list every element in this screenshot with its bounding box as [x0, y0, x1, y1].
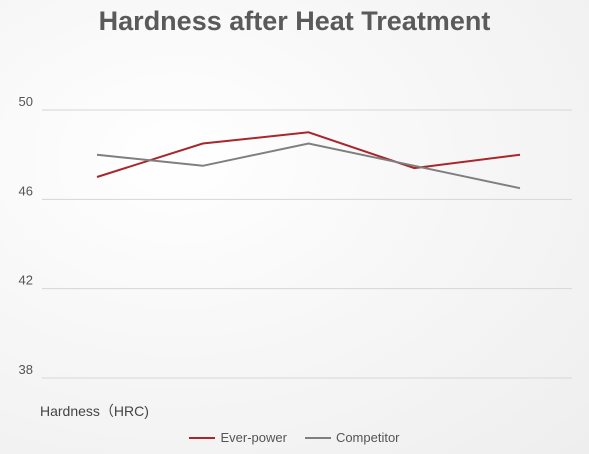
- y-axis-label: Hardness（HRC): [40, 403, 149, 419]
- legend-label-competitor: Competitor: [335, 430, 400, 445]
- series-line-competitor: [96, 142, 521, 190]
- y-tick-label-46: 46: [19, 183, 33, 198]
- chart-title: Hardness after Heat Treatment: [98, 6, 491, 36]
- legend: Ever-power Competitor: [0, 430, 589, 445]
- legend-label-ever-power: Ever-power: [220, 430, 287, 445]
- series-lines: [96, 131, 521, 190]
- legend-item-ever-power: Ever-power: [189, 430, 287, 445]
- series-line-ever-power: [96, 131, 521, 178]
- y-tick-label-50: 50: [19, 94, 33, 109]
- legend-swatch-competitor: [304, 436, 331, 439]
- gridlines: [42, 109, 572, 379]
- legend-item-competitor: Competitor: [304, 430, 400, 445]
- legend-swatch-ever-power: [189, 436, 216, 439]
- y-tick-labels: 38 42 46 50: [19, 94, 33, 377]
- y-tick-label-42: 42: [19, 273, 33, 288]
- y-tick-label-38: 38: [19, 362, 33, 377]
